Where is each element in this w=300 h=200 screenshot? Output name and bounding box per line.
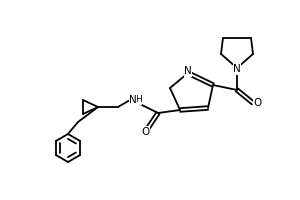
Text: N: N [184,66,192,76]
Text: O: O [254,98,262,108]
Text: H: H [135,96,141,104]
Text: N: N [129,95,137,105]
Text: N: N [233,64,241,74]
Text: O: O [141,127,149,137]
